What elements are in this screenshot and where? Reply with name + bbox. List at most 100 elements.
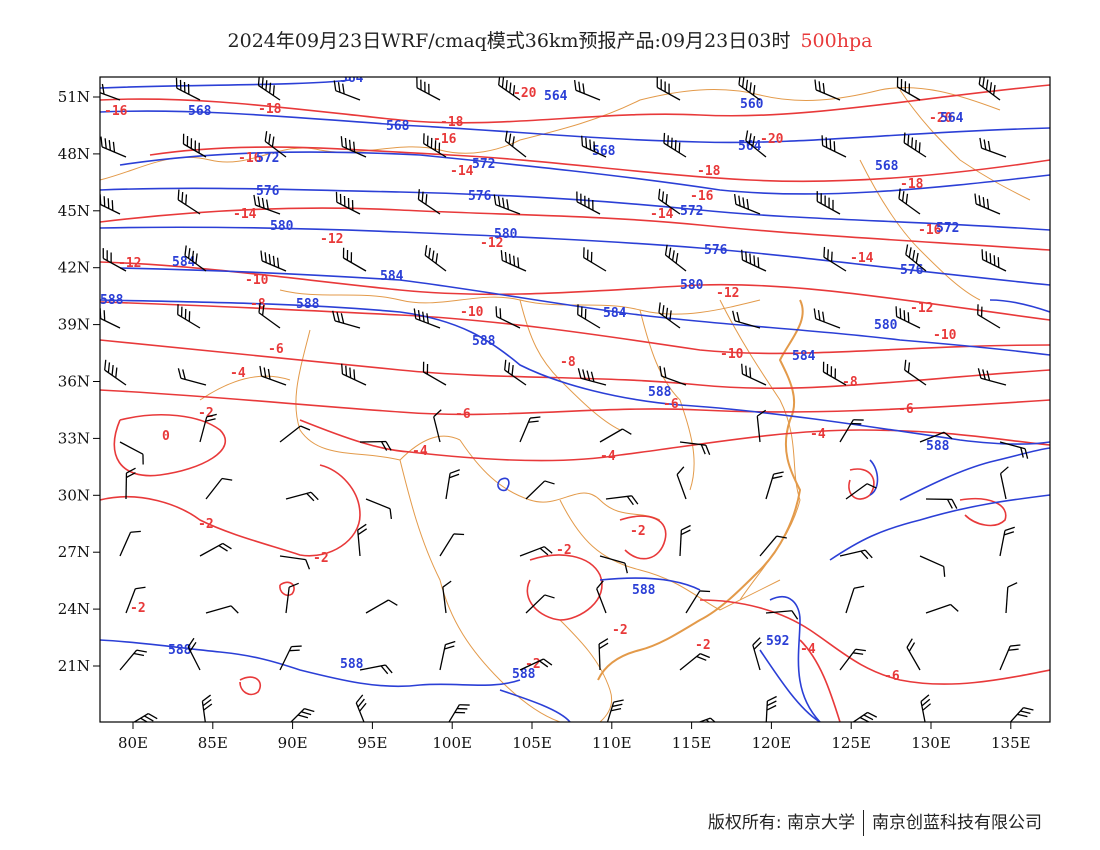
wind-barb <box>659 365 687 386</box>
wind-barb <box>187 637 201 671</box>
wind-barb <box>999 526 1015 557</box>
height-contour <box>100 187 1050 231</box>
copyright-left: 版权所有: 南京大学 <box>707 813 855 833</box>
wind-barb <box>765 610 799 620</box>
wind-barb <box>679 524 691 557</box>
wind-barb <box>332 310 361 329</box>
temperature-label: -12 <box>480 236 503 251</box>
wind-barb <box>433 409 442 443</box>
wind-barb <box>741 363 767 386</box>
temperature-label: -14 <box>850 251 874 266</box>
temperature-label: -18 <box>900 177 924 192</box>
height-label: 568 <box>188 104 212 119</box>
wind-barb <box>201 694 213 722</box>
temperature-label: -4 <box>230 366 246 381</box>
height-contour <box>100 110 1050 144</box>
wind-barb <box>260 250 287 272</box>
height-contour <box>599 577 701 591</box>
temperature-contour <box>100 261 1050 321</box>
wind-barb <box>205 477 233 500</box>
wind-barb <box>759 535 787 557</box>
wind-barb <box>357 523 368 557</box>
wind-barb <box>981 249 1007 272</box>
border-line <box>399 459 561 722</box>
lat-tick-label: 51N <box>58 88 90 106</box>
wind-barb <box>525 594 555 614</box>
border-lines <box>100 87 1031 722</box>
temperature-label: -2 <box>313 551 329 566</box>
height-contour <box>100 299 1050 445</box>
height-label: 564 <box>940 111 964 126</box>
temperature-label: -12 <box>910 301 933 316</box>
height-label: 572 <box>472 157 495 172</box>
wind-barb <box>355 694 367 722</box>
pressure-level: 500hpa <box>800 30 873 52</box>
temperature-label: -2 <box>198 406 214 421</box>
temperature-label: -8 <box>560 355 576 370</box>
temperature-label: -14 <box>233 207 257 222</box>
height-label: 568 <box>592 144 616 159</box>
lat-tick-label: 21N <box>58 657 90 675</box>
wind-barb <box>732 310 761 329</box>
height-label: 588 <box>648 385 672 400</box>
wind-barb <box>573 79 601 101</box>
wind-barb <box>445 469 460 500</box>
temperature-label: -6 <box>455 407 471 422</box>
wind-barb <box>733 193 761 215</box>
wind-barb <box>439 533 465 557</box>
wind-barb <box>1005 582 1018 614</box>
wind-barb <box>125 713 158 722</box>
wind-barb <box>839 549 873 560</box>
temperature-label: -18 <box>440 115 464 130</box>
wind-barb <box>685 717 719 722</box>
wind-barb <box>658 188 681 215</box>
temperature-label: -12 <box>320 232 343 247</box>
wind-barb <box>445 704 470 722</box>
height-label: 588 <box>632 583 656 598</box>
wind-barb <box>679 441 711 455</box>
wind-barb <box>175 77 201 101</box>
lat-tick-label: 42N <box>58 259 90 277</box>
lon-tick-label: 95E <box>357 734 387 752</box>
wind-barb <box>605 495 639 506</box>
height-label: 584 <box>792 349 816 364</box>
temperature-label: -20 <box>513 86 537 101</box>
height-label: 576 <box>256 184 280 199</box>
wind-barb <box>359 440 392 451</box>
wind-barb <box>442 580 452 614</box>
wind-barb <box>599 555 628 574</box>
wind-barb <box>904 359 927 386</box>
temperature-label: -4 <box>600 449 616 464</box>
wind-barb <box>741 249 767 272</box>
wind-barb <box>119 649 147 671</box>
wind-barb <box>365 498 393 520</box>
wind-barb <box>663 132 687 158</box>
height-label: 572 <box>936 221 959 236</box>
height-label: 592 <box>766 634 789 649</box>
wind-barb <box>519 416 541 443</box>
temperature-label: -2 <box>630 524 646 539</box>
lon-tick-label: 85E <box>198 734 228 752</box>
wind-barb <box>500 250 527 272</box>
wind-barb <box>100 136 127 158</box>
temperature-label: -14 <box>450 164 474 179</box>
wind-barb <box>821 135 847 158</box>
temperature-contours <box>100 84 1050 722</box>
wind-barb <box>279 645 302 671</box>
temperature-label: -8 <box>842 375 858 390</box>
wind-barb <box>417 189 441 215</box>
wind-barb <box>177 189 201 215</box>
lat-tick-label: 27N <box>58 543 90 561</box>
wind-barb <box>765 471 784 500</box>
wind-barb <box>583 247 607 272</box>
temperature-label: -20 <box>760 132 784 147</box>
wind-barb <box>495 306 521 329</box>
wind-barb <box>199 413 217 443</box>
wind-barb <box>898 188 921 215</box>
wind-barb <box>925 603 959 614</box>
wind-barb <box>581 135 607 158</box>
axes: 80E 85E 90E 95E 100E 105E 110E 115E 120E 125E 130E… <box>58 88 1031 752</box>
lat-tick-label: 39N <box>58 316 90 334</box>
wind-barb <box>279 425 311 443</box>
lon-tick-label: 125E <box>831 734 871 752</box>
